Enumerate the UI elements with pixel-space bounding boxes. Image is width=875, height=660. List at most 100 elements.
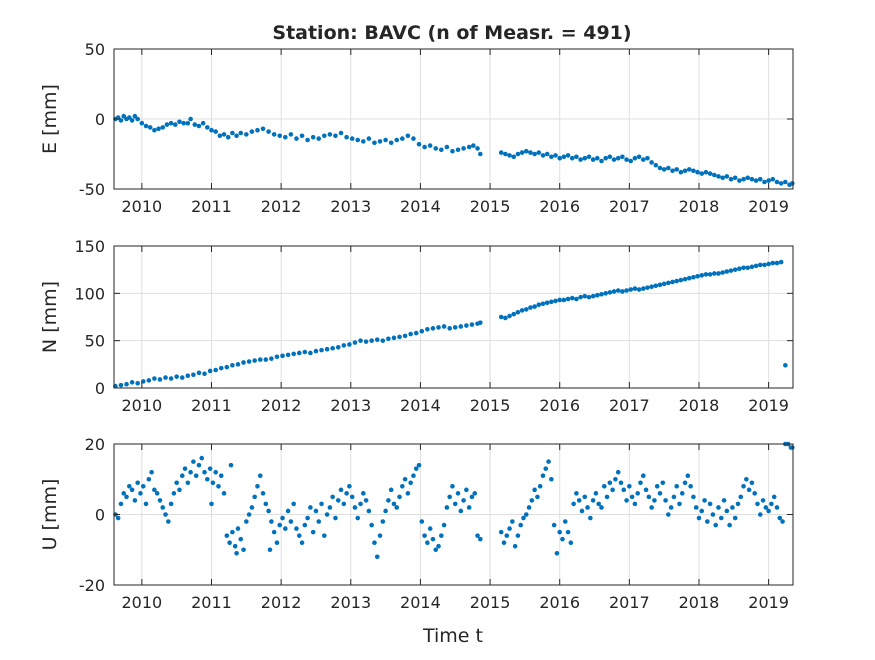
- data-point: [252, 358, 257, 363]
- data-point: [696, 515, 702, 521]
- data-point: [498, 314, 504, 320]
- data-point: [352, 505, 358, 510]
- data-point: [766, 261, 771, 267]
- data-point: [720, 175, 725, 181]
- data-point: [466, 144, 472, 150]
- data-point: [157, 498, 163, 503]
- data-point: [436, 325, 441, 330]
- x-axis-label: Time t: [422, 625, 483, 647]
- data-point: [661, 281, 667, 287]
- data-point: [163, 512, 168, 517]
- data-point: [762, 179, 767, 185]
- data-point: [670, 279, 675, 285]
- data-point: [344, 491, 349, 496]
- data-point: [439, 533, 444, 538]
- data-point: [227, 540, 232, 545]
- data-point: [296, 533, 302, 538]
- x-tick-label: 2017: [609, 593, 650, 612]
- data-point: [188, 116, 193, 122]
- x-tick-label: 2012: [261, 197, 302, 216]
- data-point: [313, 348, 319, 354]
- data-point: [244, 519, 249, 524]
- data-point: [628, 158, 634, 164]
- data-point: [164, 122, 170, 127]
- data-point: [118, 501, 124, 507]
- data-point: [172, 122, 178, 127]
- data-point: [466, 505, 472, 510]
- data-point: [554, 550, 560, 556]
- data-point: [529, 498, 535, 503]
- data-point: [674, 167, 679, 172]
- x-tick-label: 2011: [191, 593, 232, 612]
- data-point: [703, 169, 709, 175]
- data-point: [553, 298, 558, 304]
- data-point: [718, 515, 724, 521]
- y-tick-label: 50: [85, 332, 105, 351]
- data-point: [274, 540, 280, 545]
- data-point: [621, 487, 627, 493]
- data-point: [732, 267, 738, 272]
- data-point: [679, 491, 685, 496]
- data-point: [678, 169, 684, 175]
- data-point: [196, 462, 202, 468]
- data-point: [557, 529, 563, 535]
- y-tick-label: 0: [95, 110, 105, 129]
- data-point: [232, 543, 238, 549]
- data-point: [347, 484, 352, 489]
- data-point: [526, 505, 532, 510]
- data-point: [755, 501, 760, 507]
- data-point: [713, 522, 718, 528]
- data-point: [707, 272, 713, 277]
- data-point: [636, 154, 642, 160]
- data-point: [324, 346, 330, 352]
- data-point: [422, 533, 427, 538]
- data-point: [705, 519, 710, 524]
- data-point: [400, 136, 405, 141]
- data-point: [543, 466, 549, 471]
- data-point: [333, 515, 338, 521]
- data-point: [469, 494, 475, 500]
- data-point: [266, 508, 271, 514]
- data-point: [358, 338, 363, 343]
- data-point: [388, 487, 394, 493]
- data-point: [628, 287, 634, 292]
- panel-east: 2010 2011 2012 2013 2014 2015 2016 2017 2018 2019…: [39, 40, 795, 216]
- data-point: [561, 154, 567, 160]
- data-point: [135, 480, 140, 486]
- data-point: [749, 264, 755, 270]
- data-point: [156, 126, 161, 132]
- data-point: [666, 512, 671, 517]
- data-point: [778, 259, 784, 265]
- data-point: [374, 337, 380, 343]
- data-point: [408, 480, 413, 486]
- x-tick-label: 2015: [470, 593, 511, 612]
- data-point: [436, 543, 441, 549]
- data-point: [246, 359, 252, 364]
- data-point: [707, 171, 713, 176]
- data-point: [140, 484, 146, 489]
- x-tick-label: 2015: [470, 396, 511, 415]
- data-point: [400, 484, 405, 489]
- x-tick-label: 2012: [261, 396, 302, 415]
- data-point: [478, 151, 483, 157]
- data-point: [652, 498, 657, 503]
- data-point: [433, 146, 439, 151]
- data-point: [146, 476, 152, 482]
- data-point: [653, 283, 659, 289]
- x-tick-label: 2018: [679, 197, 720, 216]
- data-point: [269, 356, 274, 361]
- data-point: [402, 476, 408, 482]
- data-point: [288, 132, 294, 137]
- data-point: [355, 137, 361, 143]
- panel-north: 2010 2011 2012 2013 2014 2015 2016 2017 2018 2019…: [39, 237, 794, 415]
- data-point: [352, 340, 358, 345]
- x-tick-label: 2019: [748, 197, 789, 216]
- data-point: [455, 147, 461, 153]
- data-point: [653, 162, 659, 168]
- data-point: [640, 473, 646, 479]
- data-point: [777, 515, 783, 521]
- x-tick-label: 2014: [400, 593, 441, 612]
- data-point: [686, 275, 692, 281]
- data-point: [380, 519, 386, 524]
- data-point: [553, 153, 558, 158]
